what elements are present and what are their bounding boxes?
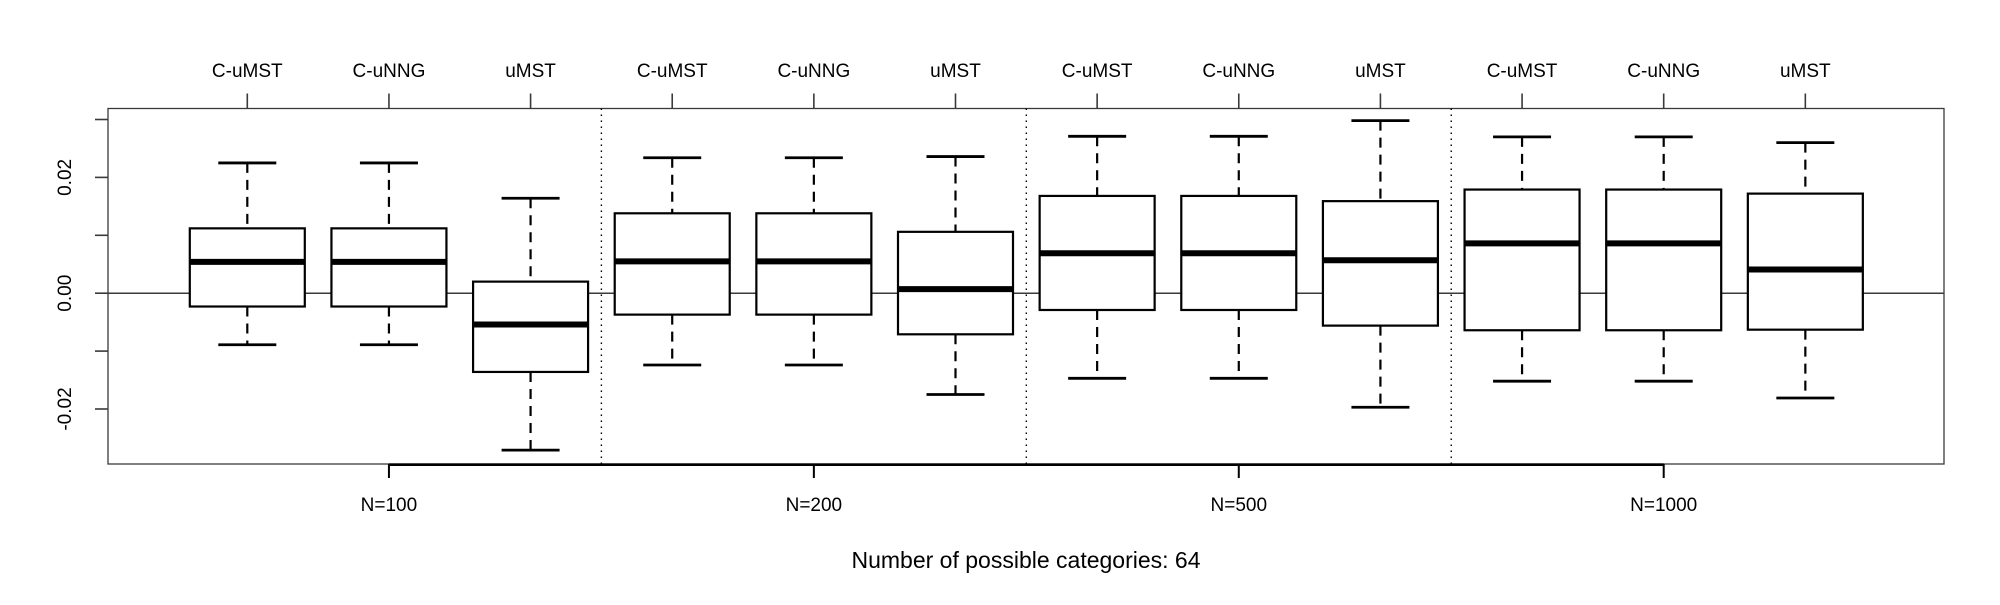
box-cunng-n1000 bbox=[1605, 188, 1723, 332]
group-label-n200: N=200 bbox=[786, 495, 843, 516]
y-axis-tick-label: 0.02 bbox=[55, 159, 76, 196]
method-label-cumst-n200: C-uMST bbox=[637, 61, 708, 82]
method-label-cunng-n500: C-uNNG bbox=[1202, 61, 1275, 82]
method-label-umst-n200: uMST bbox=[930, 61, 981, 82]
box-umst-n500 bbox=[1321, 200, 1440, 327]
group-label-n1000: N=1000 bbox=[1630, 495, 1697, 516]
method-label-cumst-n500: C-uMST bbox=[1062, 61, 1133, 82]
method-label-cunng-n1000: C-uNNG bbox=[1627, 61, 1700, 82]
y-axis-tick-label: 0.00 bbox=[55, 275, 76, 312]
y-axis-tick-label: -0.02 bbox=[55, 387, 76, 430]
box-cunng-n100 bbox=[330, 227, 448, 308]
box-umst-n200 bbox=[896, 230, 1015, 336]
method-label-cunng-n200: C-uNNG bbox=[777, 61, 850, 82]
method-label-umst-n1000: uMST bbox=[1780, 61, 1831, 82]
method-label-umst-n500: uMST bbox=[1355, 61, 1406, 82]
group-label-n500: N=500 bbox=[1211, 495, 1268, 516]
box-cumst-n100 bbox=[188, 227, 306, 308]
method-label-umst-n100: uMST bbox=[505, 61, 556, 82]
method-label-cumst-n1000: C-uMST bbox=[1487, 61, 1558, 82]
box-umst-n1000 bbox=[1746, 192, 1864, 331]
chart-title: Number of possible categories: 64 bbox=[851, 547, 1200, 573]
method-label-cumst-n100: C-uMST bbox=[212, 61, 283, 82]
method-label-cunng-n100: C-uNNG bbox=[353, 61, 426, 82]
group-label-n100: N=100 bbox=[361, 495, 418, 516]
box-cumst-n1000 bbox=[1463, 188, 1581, 332]
